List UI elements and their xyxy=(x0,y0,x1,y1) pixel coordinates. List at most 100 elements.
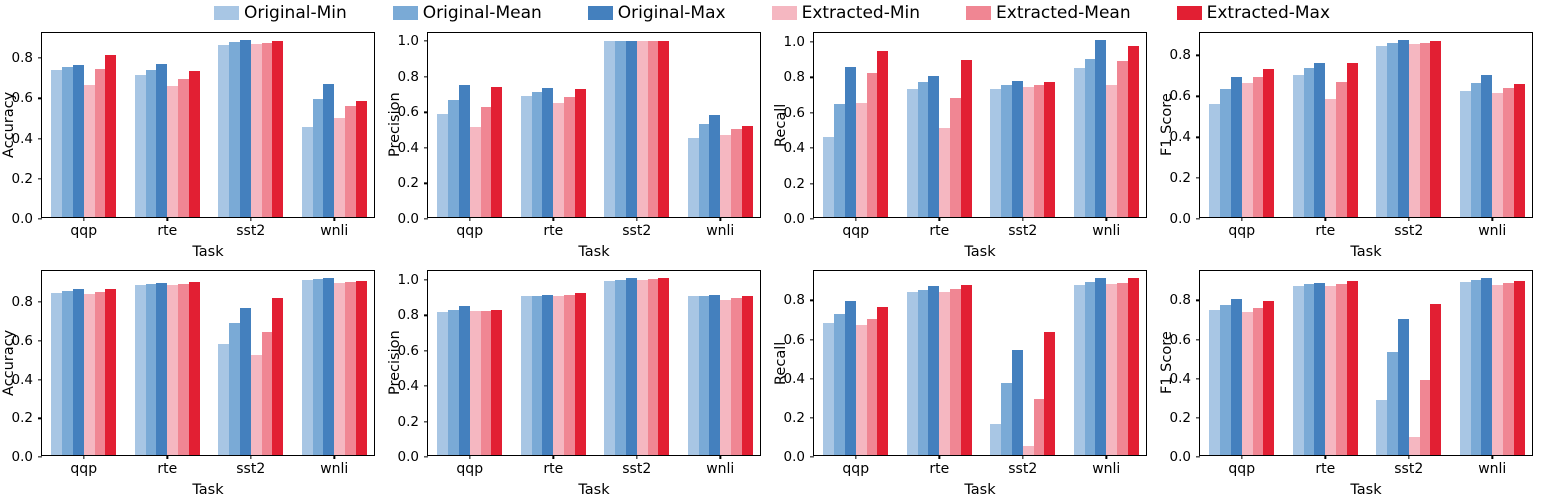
x-tick-label-wnli: wnli xyxy=(706,461,735,477)
bar-extracted-min-wnli xyxy=(334,118,346,217)
subplot-accuracy-row2: Accuracy 0.0 0.2 0.4 0.6 0.8 qqp rte sst2 wnli Tas… xyxy=(0,264,386,502)
bar-extracted-max-qqp xyxy=(105,55,117,217)
bar-extracted-mean-qqp xyxy=(1252,77,1264,217)
y-tick-mark xyxy=(424,456,428,458)
bar-original-mean-sst2 xyxy=(1001,382,1012,455)
bar-original-min-wnli xyxy=(687,137,699,217)
bar-original-mean-qqp xyxy=(1220,305,1231,455)
y-tick-mark xyxy=(810,147,814,149)
bar-extracted-mean-rte xyxy=(950,98,961,217)
bar-extracted-max-wnli xyxy=(741,126,753,217)
bar-original-min-qqp xyxy=(823,137,835,217)
bar-original-mean-wnli xyxy=(1470,279,1482,455)
bar-original-max-qqp xyxy=(844,67,856,217)
figure-grid: Accuracy 0.0 0.2 0.4 0.6 0.8 qqp rte sst2 wnli Tas… xyxy=(0,26,1544,502)
bar-original-mean-rte xyxy=(917,82,929,217)
bar-original-max-sst2 xyxy=(1397,40,1409,217)
bar-extracted-max-wnli xyxy=(1127,46,1139,217)
x-tick-label-rte: rte xyxy=(157,223,178,239)
bar-original-mean-wnli xyxy=(698,295,710,455)
legend-label: Original-Mean xyxy=(422,2,542,23)
x-tick-mark xyxy=(855,217,857,221)
y-tick-label: 0.0 xyxy=(397,449,419,465)
bar-extracted-mean-qqp xyxy=(480,310,492,455)
bar-extracted-min-sst2 xyxy=(250,44,262,217)
x-tick-label-rte: rte xyxy=(543,223,564,239)
y-tick-mark xyxy=(1196,95,1200,98)
bar-original-max-qqp xyxy=(458,306,470,455)
bar-original-mean-qqp xyxy=(62,67,73,217)
y-tick-mark xyxy=(1196,218,1200,220)
bar-original-max-qqp xyxy=(72,289,84,455)
bar-extracted-max-sst2 xyxy=(1044,82,1056,217)
y-tick-mark xyxy=(424,350,428,352)
y-tick-mark xyxy=(38,456,42,458)
bar-original-mean-qqp xyxy=(448,99,459,217)
legend-item-original-min: Original-Min xyxy=(213,4,347,22)
bar-original-max-wnli xyxy=(323,277,335,455)
legend-swatch-original-mean xyxy=(392,6,418,20)
bar-extracted-min-wnli xyxy=(1106,85,1118,217)
x-tick-label-sst2: sst2 xyxy=(236,223,266,239)
bar-extracted-min-rte xyxy=(553,296,565,455)
x-tick-mark xyxy=(636,455,638,459)
plot-area: 0.0 0.2 0.4 0.6 0.8 1.0 qqp rte sst2 wnli xyxy=(784,32,1147,239)
y-tick-label: 0.6 xyxy=(783,331,805,348)
bar-original-max-sst2 xyxy=(625,40,637,217)
bar-extracted-max-wnli xyxy=(1513,84,1525,217)
x-axis-label: Task xyxy=(1350,244,1382,260)
bar-original-mean-rte xyxy=(917,289,929,455)
x-tick-label-sst2: sst2 xyxy=(1394,461,1424,477)
legend-item-extracted-max: Extracted-Max xyxy=(1176,4,1330,22)
plot-area: 0.0 0.2 0.4 0.6 0.8 qqp rte sst2 wnli xyxy=(1170,270,1533,477)
y-tick-label: 0.6 xyxy=(1169,331,1191,348)
x-tick-mark xyxy=(1491,217,1493,221)
x-tick-mark xyxy=(166,217,168,221)
x-tick-mark xyxy=(1241,217,1243,221)
bar-original-max-wnli xyxy=(1481,277,1493,455)
bar-original-min-wnli xyxy=(1459,281,1471,455)
x-tick-mark xyxy=(1324,455,1326,459)
x-tick-mark xyxy=(1491,455,1493,459)
bar-original-mean-rte xyxy=(1303,283,1315,455)
bar-original-min-qqp xyxy=(437,312,449,455)
bar-extracted-max-rte xyxy=(188,71,200,217)
bar-extracted-min-wnli xyxy=(720,300,732,455)
y-tick-label: 0.6 xyxy=(1169,88,1191,105)
bar-extracted-mean-qqp xyxy=(94,69,106,217)
subplot-recall-row2: Recall 0.0 0.2 0.4 0.6 0.8 qqp rte sst2 wnli Task xyxy=(772,264,1158,502)
x-tick-mark xyxy=(938,455,940,459)
bar-extracted-max-wnli xyxy=(355,280,367,455)
y-tick-mark xyxy=(424,385,428,387)
bar-extracted-min-qqp xyxy=(855,102,867,217)
y-tick-label: 0.8 xyxy=(783,292,805,309)
y-tick-mark xyxy=(810,299,814,302)
bar-extracted-mean-wnli xyxy=(345,106,356,217)
y-tick-label: 0.0 xyxy=(1169,211,1191,227)
bar-original-mean-rte xyxy=(1303,67,1315,217)
y-tick-mark xyxy=(424,218,428,220)
legend-swatch-extracted-min xyxy=(771,6,797,20)
bar-original-mean-qqp xyxy=(62,291,73,455)
bar-extracted-max-wnli xyxy=(1127,277,1139,455)
y-tick-label: 0.2 xyxy=(783,409,805,426)
bar-original-mean-sst2 xyxy=(1387,352,1398,455)
plot-area: 0.0 0.2 0.4 0.6 0.8 1.0 qqp rte sst2 wnli xyxy=(398,270,761,477)
x-axis-label: Task xyxy=(192,244,224,260)
bar-original-mean-sst2 xyxy=(1001,85,1012,217)
x-tick-label-qqp: qqp xyxy=(842,223,870,239)
y-tick-label: 0.4 xyxy=(11,371,33,388)
bar-extracted-min-qqp xyxy=(855,324,867,455)
x-tick-mark xyxy=(1105,455,1107,459)
x-tick-mark xyxy=(636,217,638,221)
legend-swatch-extracted-mean xyxy=(966,6,992,20)
bar-original-max-wnli xyxy=(709,114,721,217)
bar-original-mean-wnli xyxy=(1470,83,1482,217)
bar-original-mean-wnli xyxy=(698,123,710,217)
legend-item-extracted-min: Extracted-Min xyxy=(771,4,920,22)
x-axis-label: Task xyxy=(964,244,996,260)
plot-area: 0.0 0.2 0.4 0.6 0.8 1.0 qqp rte sst2 wnli xyxy=(398,32,761,239)
bar-original-mean-sst2 xyxy=(229,42,240,217)
x-tick-label-rte: rte xyxy=(543,461,564,477)
subplot-accuracy-row1: Accuracy 0.0 0.2 0.4 0.6 0.8 qqp rte sst2 wnli Tas… xyxy=(0,26,386,264)
